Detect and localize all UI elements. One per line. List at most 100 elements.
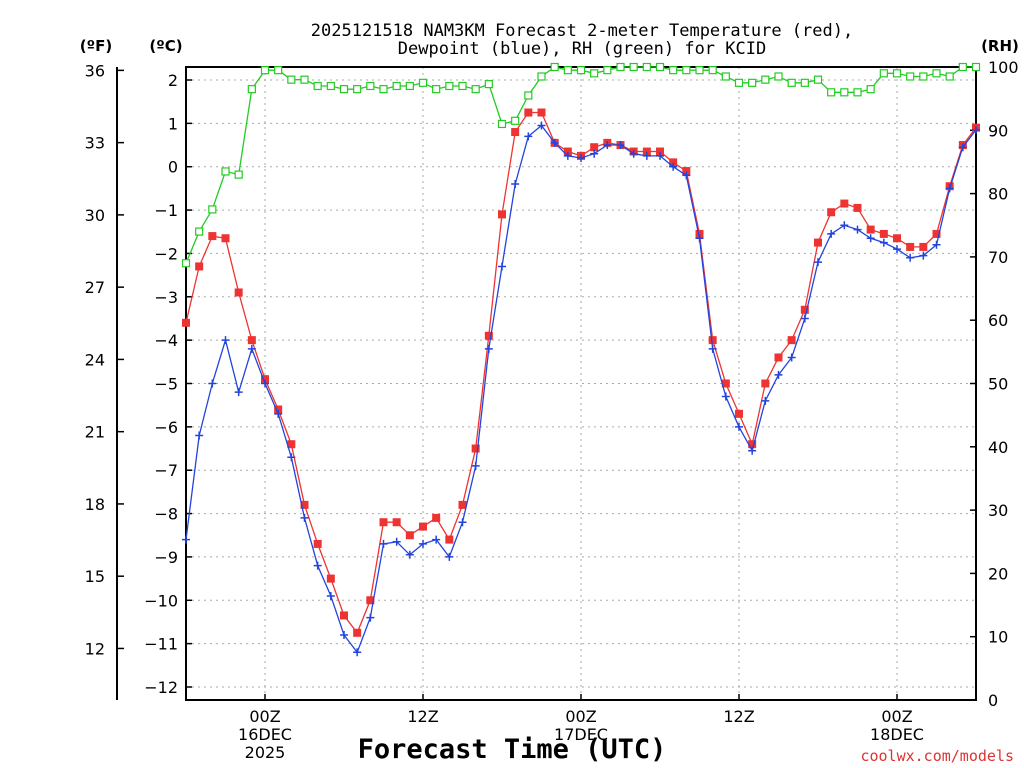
rh-point — [392, 81, 401, 91]
rh-point — [287, 75, 296, 84]
temperature-point — [814, 238, 822, 247]
dewpoint-point — [182, 535, 190, 544]
rh-point — [300, 75, 309, 84]
dewpoint-point — [642, 151, 651, 160]
x-tick-label: 00Z — [565, 707, 596, 726]
dewpoint-point — [208, 379, 217, 388]
series-layer — [181, 62, 981, 657]
x-tick-label: 16DEC — [238, 725, 292, 744]
rh-point — [892, 69, 902, 78]
fahrenheit-unit-label: (ºF) — [80, 37, 112, 55]
x-axis-title: Forecast Time (UTC) — [358, 734, 667, 765]
rh-point — [800, 78, 809, 87]
x-tick-label: 18DEC — [870, 725, 924, 744]
dewpoint-point — [550, 138, 559, 147]
dewpoint-point — [511, 180, 520, 189]
celsius-tick-label: 1 — [168, 114, 178, 133]
rh-point — [418, 78, 428, 87]
series-dewpoint — [182, 121, 980, 657]
rh-point — [195, 227, 204, 236]
rh-point — [813, 75, 823, 84]
rh-point — [840, 88, 849, 97]
rh-point — [879, 69, 888, 78]
celsius-tick-label: −3 — [154, 288, 178, 307]
dewpoint-point — [340, 630, 348, 639]
temperature-point — [840, 199, 849, 208]
rh-point — [774, 72, 783, 81]
dewpoint-point — [853, 225, 862, 234]
rh-point — [511, 116, 520, 125]
dewpoint-point — [524, 132, 533, 141]
temperature-point — [458, 500, 467, 509]
temperature-point — [484, 331, 493, 340]
temperature-point — [353, 628, 362, 637]
dewpoint-point — [366, 613, 375, 622]
dewpoint-point — [735, 422, 743, 431]
rh-tick-label: 30 — [988, 501, 1008, 520]
temperature-point — [300, 500, 309, 509]
rh-point — [932, 69, 941, 78]
rh-point — [590, 69, 599, 78]
dewpoint-point — [972, 125, 980, 134]
rh-point — [603, 66, 612, 75]
rh-point — [339, 85, 349, 94]
series-line — [185, 66, 976, 264]
dewpoint-point — [221, 336, 230, 345]
rh-point — [260, 66, 270, 75]
dewpoint-point — [800, 314, 809, 323]
celsius-tick-label: −12 — [144, 678, 178, 697]
rh-point — [458, 81, 467, 91]
series-relative-humidity — [181, 62, 981, 268]
temperature-point — [524, 108, 533, 117]
rh-point — [866, 85, 875, 94]
temperature-point — [590, 143, 599, 152]
celsius-unit-label: (ºC) — [149, 37, 182, 55]
fahrenheit-tick-label: 30 — [85, 206, 105, 225]
dewpoint-point — [866, 234, 875, 243]
rh-point — [721, 72, 730, 81]
rh-point — [616, 62, 625, 72]
dewpoint-point — [392, 537, 401, 546]
temperature-point — [498, 210, 506, 219]
chart-title-line-1: 2025121518 NAM3KM Forecast 2-meter Tempe… — [311, 21, 853, 41]
dewpoint-point — [656, 151, 664, 160]
rh-point — [497, 119, 507, 129]
temperature-point — [234, 288, 243, 297]
celsius-tick-label: −7 — [154, 461, 178, 480]
dewpoint-point — [945, 184, 954, 193]
celsius-tick-label: 2 — [168, 71, 178, 90]
rh-tick-label: 80 — [988, 185, 1008, 204]
dewpoint-point — [484, 344, 493, 353]
rh-point — [787, 78, 796, 87]
rh-point — [761, 75, 770, 84]
dewpoint-point — [405, 550, 414, 559]
dewpoint-point — [247, 344, 256, 353]
rh-point — [958, 62, 967, 72]
dewpoint-point — [814, 258, 822, 267]
dewpoint-point — [748, 446, 757, 455]
temperature-point — [445, 535, 454, 544]
rh-point — [708, 66, 717, 75]
dewpoint-point — [300, 513, 309, 522]
rh-tick-label: 90 — [988, 121, 1008, 140]
temperature-point — [379, 518, 388, 527]
celsius-tick-label: 0 — [168, 158, 178, 177]
rh-point — [827, 88, 836, 97]
rh-tick-label: 60 — [988, 311, 1008, 330]
dewpoint-point — [840, 221, 849, 230]
temperature-point — [247, 336, 256, 345]
dewpoint-point — [445, 552, 454, 561]
temperature-point — [537, 108, 546, 117]
temperature-point — [208, 232, 217, 241]
rh-point — [642, 62, 651, 72]
x-tick-label: 12Z — [407, 707, 438, 726]
rh-tick-label: 70 — [988, 248, 1008, 267]
dewpoint-point — [721, 392, 730, 401]
celsius-tick-label: −6 — [154, 418, 178, 437]
dewpoint-point — [669, 162, 678, 171]
rh-point — [379, 85, 388, 94]
temperature-point — [774, 353, 783, 362]
rh-point — [669, 66, 678, 75]
dewpoint-point — [774, 370, 783, 379]
